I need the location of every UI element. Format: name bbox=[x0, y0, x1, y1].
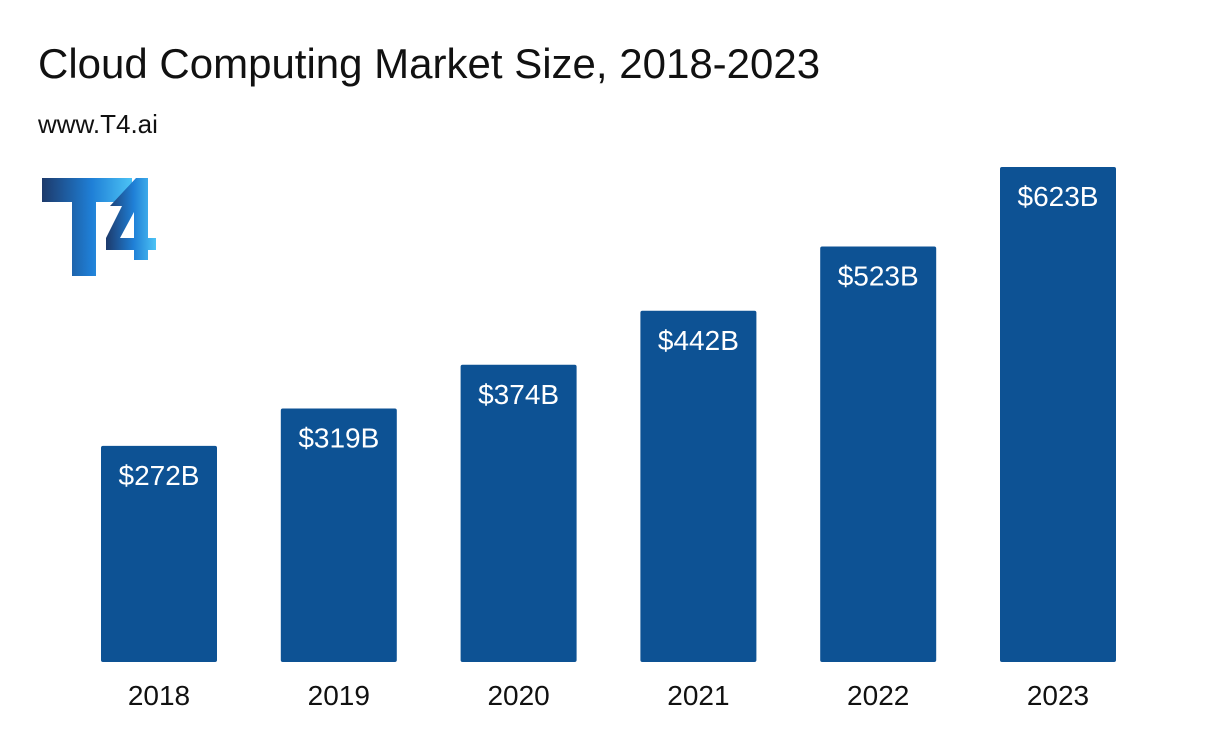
bar-group-2023: $623B 2023 bbox=[1000, 167, 1116, 711]
data-label-2022: $523B bbox=[838, 261, 919, 292]
x-tick-label-2022: 2022 bbox=[847, 680, 909, 711]
logo-4-shape bbox=[106, 178, 156, 260]
bar-2018 bbox=[101, 445, 217, 662]
bar-group-2018: $272B 2018 bbox=[101, 445, 217, 711]
t4-logo bbox=[42, 178, 156, 276]
x-tick-label-2019: 2019 bbox=[308, 680, 370, 711]
x-tick-label-2018: 2018 bbox=[128, 680, 190, 711]
bar-group-2020: $374B 2020 bbox=[460, 364, 577, 711]
bar-2022 bbox=[820, 246, 937, 662]
chart-subtitle: www.T4.ai bbox=[38, 109, 158, 139]
data-label-2019: $319B bbox=[298, 423, 379, 454]
bar-group-2022: $523B 2022 bbox=[820, 246, 937, 711]
bar-2020 bbox=[460, 364, 577, 662]
logo-t-shape bbox=[42, 178, 132, 276]
data-label-2021: $442B bbox=[658, 325, 739, 356]
bar-2023 bbox=[1000, 167, 1116, 662]
bar-group-2019: $319B 2019 bbox=[280, 408, 397, 711]
bar-group-2021: $442B 2021 bbox=[640, 310, 757, 711]
data-label-2018: $272B bbox=[119, 460, 200, 491]
data-label-2023: $623B bbox=[1018, 181, 1099, 212]
bar-2021 bbox=[640, 310, 757, 662]
x-tick-label-2023: 2023 bbox=[1027, 680, 1089, 711]
x-tick-label-2021: 2021 bbox=[667, 680, 729, 711]
chart-title: Cloud Computing Market Size, 2018-2023 bbox=[38, 40, 821, 87]
x-tick-label-2020: 2020 bbox=[487, 680, 549, 711]
data-label-2020: $374B bbox=[478, 379, 559, 410]
bar-2019 bbox=[280, 408, 397, 662]
